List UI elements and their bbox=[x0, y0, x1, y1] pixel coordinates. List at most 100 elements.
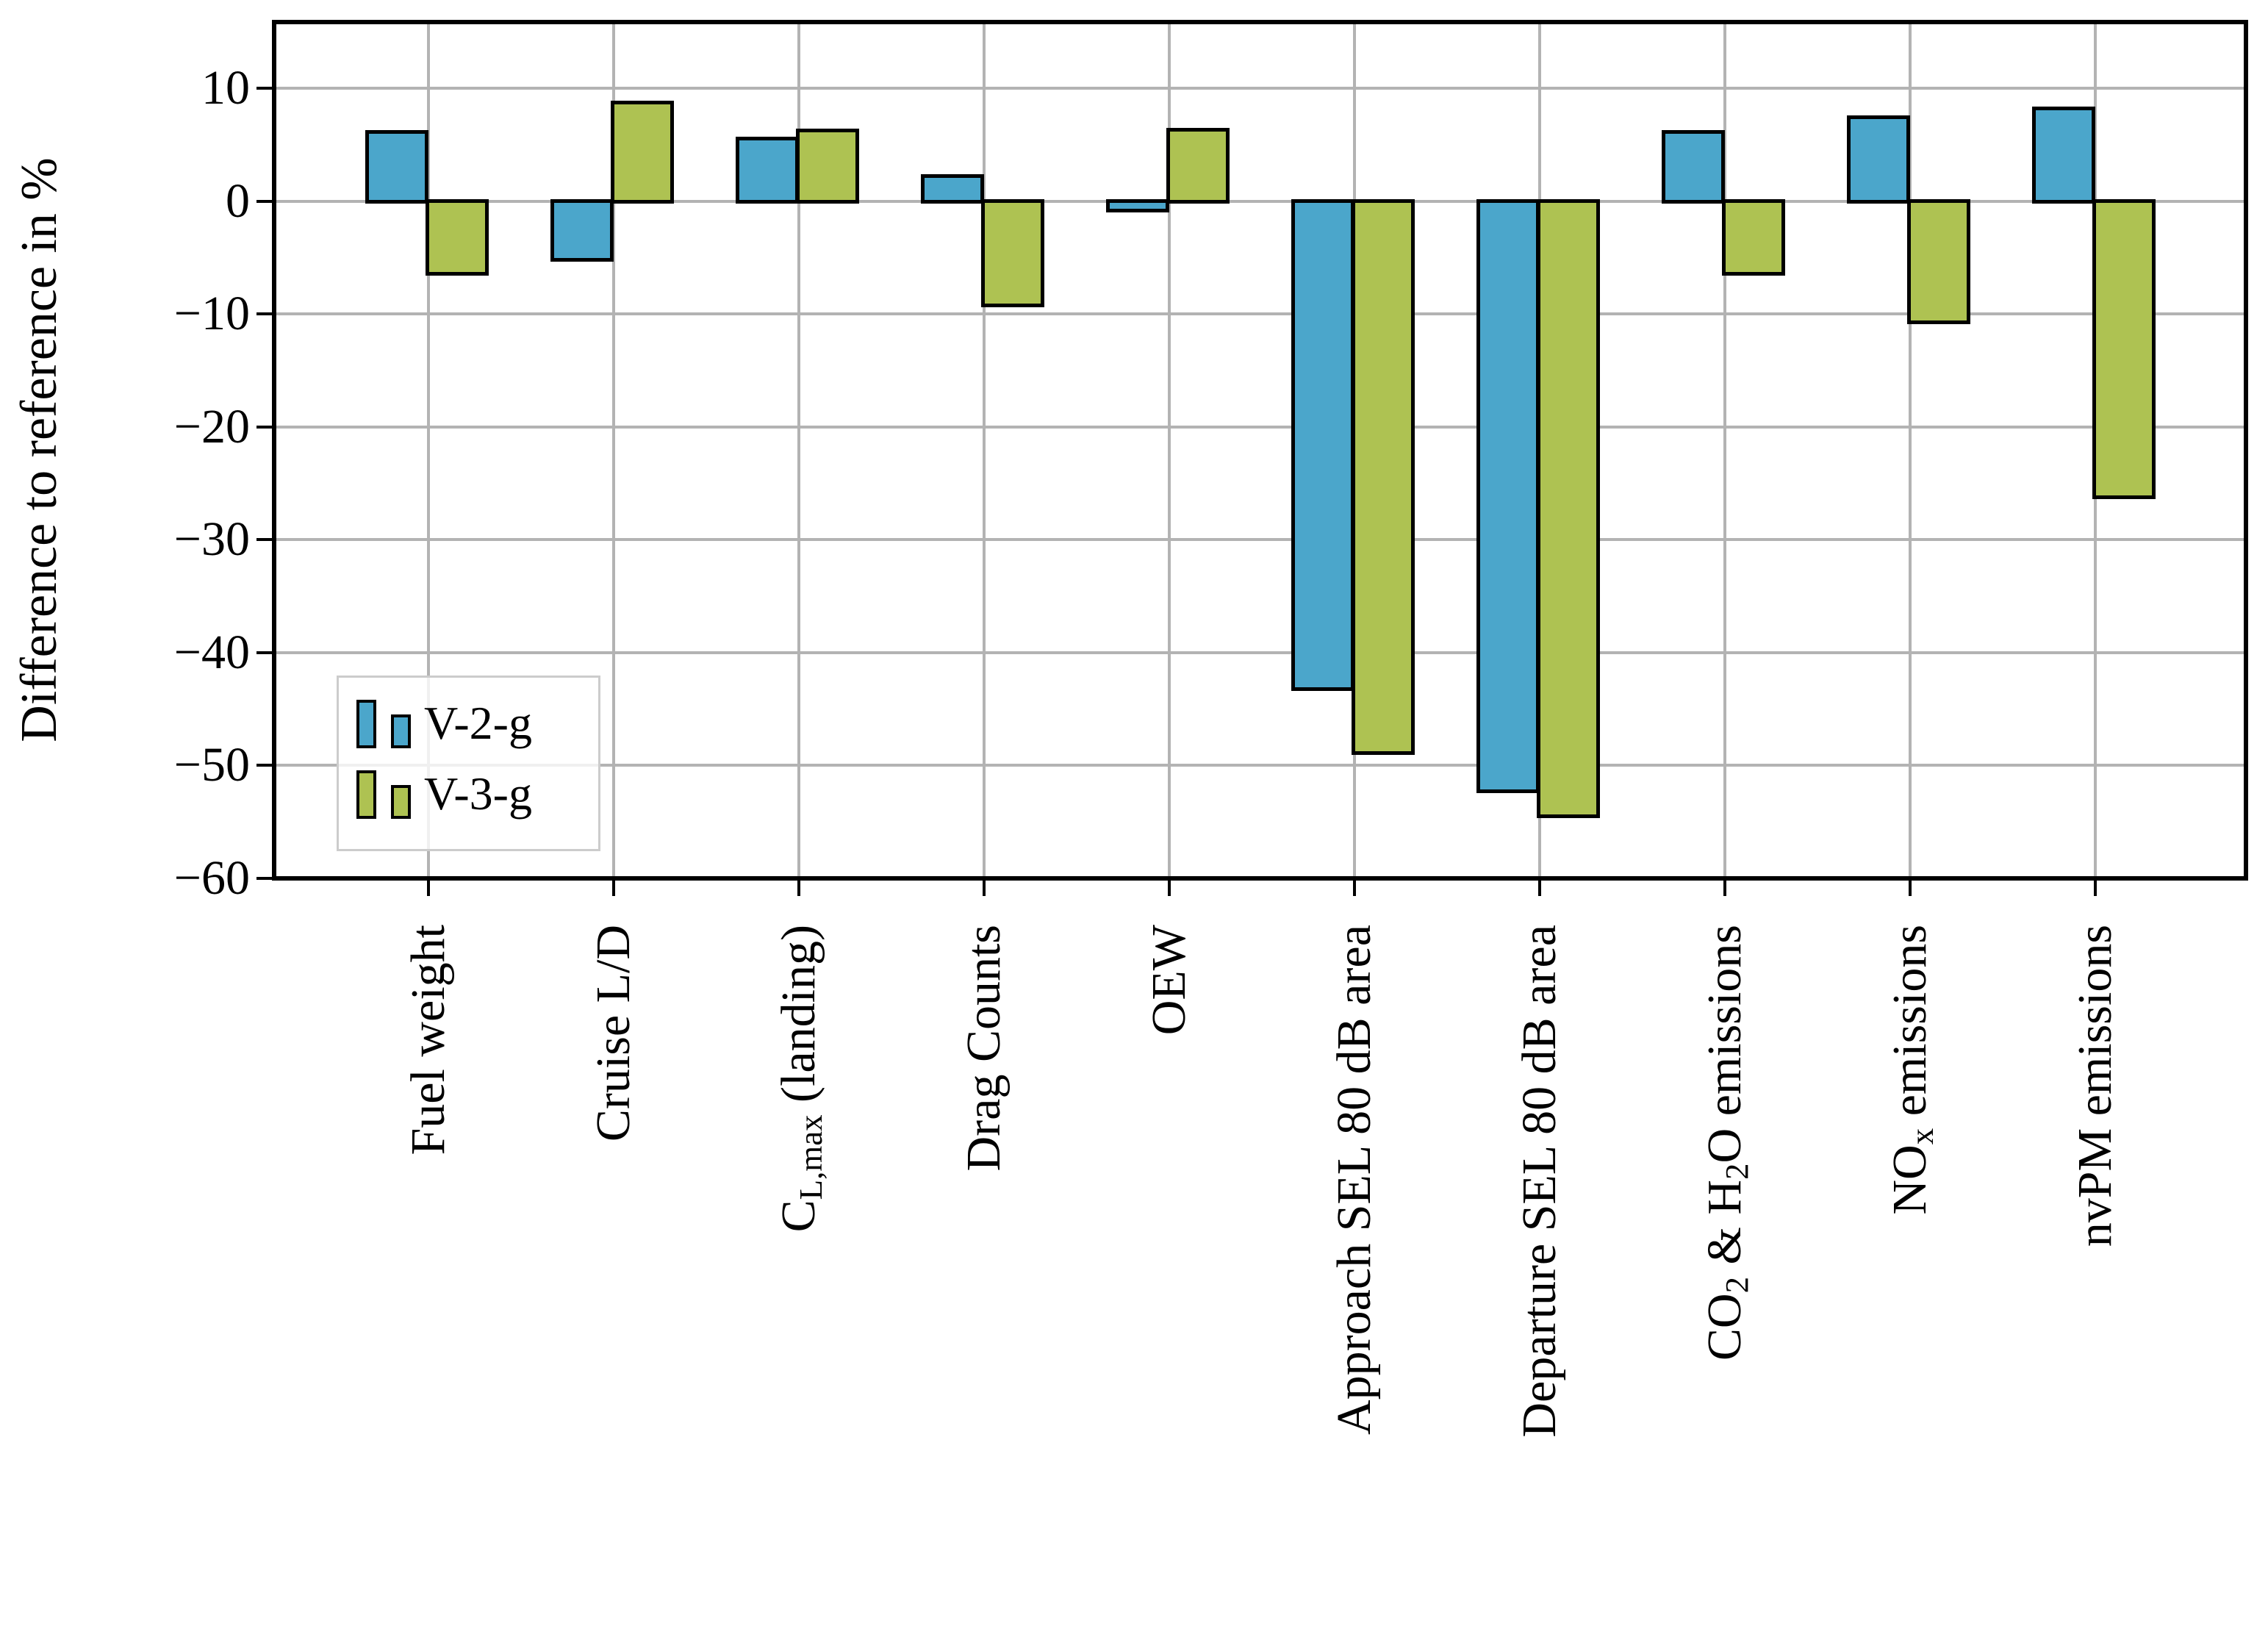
y-tick-label: −50 bbox=[173, 738, 250, 792]
legend-swatch-tall bbox=[356, 770, 376, 819]
bar-V-3-g-2 bbox=[796, 129, 859, 204]
legend-entry-V-2-g: V-2-g bbox=[356, 688, 598, 759]
label-subscript: 2 bbox=[1718, 1163, 1755, 1180]
label-subscript: L,max bbox=[792, 1114, 829, 1200]
y-tick-mark bbox=[256, 538, 274, 542]
bar-V-2-g-2 bbox=[736, 137, 799, 204]
x-tick-mark bbox=[1168, 878, 1171, 896]
legend-swatch-tall bbox=[356, 700, 376, 748]
x-category-label: Approach SEL 80 dB area bbox=[1327, 925, 1381, 1435]
label-text: C bbox=[772, 1200, 825, 1233]
legend-swatches bbox=[356, 769, 411, 819]
bar-V-2-g-4 bbox=[1106, 198, 1169, 212]
x-category-label: nvPM emissions bbox=[2068, 925, 2122, 1247]
y-tick-mark bbox=[256, 876, 274, 880]
label-text: Fuel weight bbox=[401, 925, 455, 1155]
bar-V-2-g-9 bbox=[2032, 106, 2095, 204]
x-category-label: CL,max (landing) bbox=[772, 925, 829, 1233]
bar-V-2-g-0 bbox=[365, 129, 428, 204]
bar-V-3-g-7 bbox=[1722, 198, 1785, 276]
x-category-label: Departure SEL 80 dB area bbox=[1512, 925, 1566, 1438]
bar-V-2-g-1 bbox=[550, 198, 614, 262]
y-tick-mark bbox=[256, 764, 274, 767]
x-gridline bbox=[797, 22, 800, 878]
y-gridline bbox=[274, 425, 2246, 429]
label-text: Approach SEL 80 dB area bbox=[1327, 925, 1381, 1435]
label-text: OEW bbox=[1142, 925, 1196, 1036]
x-category-label: NOx emissions bbox=[1883, 925, 1940, 1215]
x-gridline bbox=[427, 22, 430, 878]
x-tick-mark bbox=[1723, 878, 1726, 896]
bar-V-3-g-9 bbox=[2092, 198, 2156, 499]
y-tick-mark bbox=[256, 312, 274, 316]
legend-entry-V-3-g: V-3-g bbox=[356, 759, 598, 829]
x-gridline bbox=[1723, 22, 1726, 878]
bar-V-3-g-5 bbox=[1352, 198, 1415, 756]
y-tick-mark bbox=[256, 199, 274, 203]
y-tick-label: 0 bbox=[226, 173, 250, 228]
x-gridline bbox=[983, 22, 986, 878]
legend-swatch-short bbox=[391, 785, 411, 819]
label-text: (landing) bbox=[772, 925, 825, 1115]
legend: V-2-g V-3-g bbox=[337, 676, 600, 851]
x-tick-mark bbox=[612, 878, 615, 896]
y-gridline bbox=[274, 87, 2246, 90]
bar-V-3-g-8 bbox=[1907, 198, 1970, 324]
label-text: NO bbox=[1883, 1144, 1937, 1215]
label-text: nvPM emissions bbox=[2068, 925, 2122, 1247]
x-category-label: Fuel weight bbox=[401, 925, 455, 1155]
y-tick-label: −20 bbox=[173, 399, 250, 454]
y-tick-label: −10 bbox=[173, 287, 250, 341]
y-gridline bbox=[274, 764, 2246, 767]
label-text: emissions bbox=[1883, 925, 1937, 1128]
legend-label: V-3-g bbox=[424, 767, 532, 820]
bar-V-2-g-8 bbox=[1847, 115, 1910, 204]
bar-V-2-g-5 bbox=[1291, 198, 1354, 691]
x-category-label: CO2 & H2O emissions bbox=[1698, 925, 1755, 1361]
x-category-label: Drag Counts bbox=[957, 925, 1011, 1172]
label-subscript: x bbox=[1903, 1128, 1940, 1145]
bar-V-3-g-3 bbox=[981, 198, 1044, 307]
bars-layer bbox=[274, 22, 2246, 878]
y-tick-label: −30 bbox=[173, 512, 250, 567]
label-text: & H bbox=[1698, 1179, 1751, 1277]
y-tick-mark bbox=[256, 651, 274, 654]
x-gridline bbox=[1909, 22, 1912, 878]
x-tick-mark bbox=[427, 878, 430, 896]
x-category-label: Cruise L/D bbox=[586, 925, 640, 1142]
y-tick-mark bbox=[256, 425, 274, 429]
label-text: Cruise L/D bbox=[586, 925, 640, 1142]
x-gridline bbox=[1168, 22, 1171, 878]
y-gridline bbox=[274, 538, 2246, 542]
x-gridline bbox=[612, 22, 615, 878]
label-subscript: 2 bbox=[1718, 1276, 1755, 1294]
legend-label: V-2-g bbox=[424, 697, 532, 749]
bar-V-2-g-6 bbox=[1476, 198, 1540, 794]
x-tick-mark bbox=[2094, 878, 2097, 896]
x-tick-mark bbox=[983, 878, 986, 896]
y-gridline bbox=[274, 312, 2246, 316]
y-tick-label: −40 bbox=[173, 625, 250, 679]
x-tick-mark bbox=[1538, 878, 1541, 896]
y-axis-title: Difference to reference in % bbox=[11, 157, 68, 742]
label-text: O emissions bbox=[1698, 925, 1751, 1164]
label-text: CO bbox=[1698, 1293, 1751, 1361]
bar-V-2-g-3 bbox=[921, 173, 984, 204]
x-tick-mark bbox=[1909, 878, 1912, 896]
bar-V-3-g-1 bbox=[611, 100, 674, 204]
y-gridline bbox=[274, 199, 2246, 203]
legend-swatches bbox=[356, 698, 411, 748]
bar-V-3-g-0 bbox=[426, 198, 489, 276]
y-tick-label: 10 bbox=[201, 61, 250, 115]
bar-V-3-g-6 bbox=[1537, 198, 1600, 819]
y-tick-label: −60 bbox=[173, 850, 250, 905]
label-text: Drag Counts bbox=[957, 925, 1011, 1172]
bar-V-3-g-4 bbox=[1166, 127, 1230, 204]
label-text: Departure SEL 80 dB area bbox=[1512, 925, 1566, 1438]
y-gridline bbox=[274, 651, 2246, 654]
x-tick-mark bbox=[797, 878, 800, 896]
y-tick-mark bbox=[256, 87, 274, 90]
legend-swatch-short bbox=[391, 714, 411, 748]
x-category-label: OEW bbox=[1142, 925, 1196, 1036]
